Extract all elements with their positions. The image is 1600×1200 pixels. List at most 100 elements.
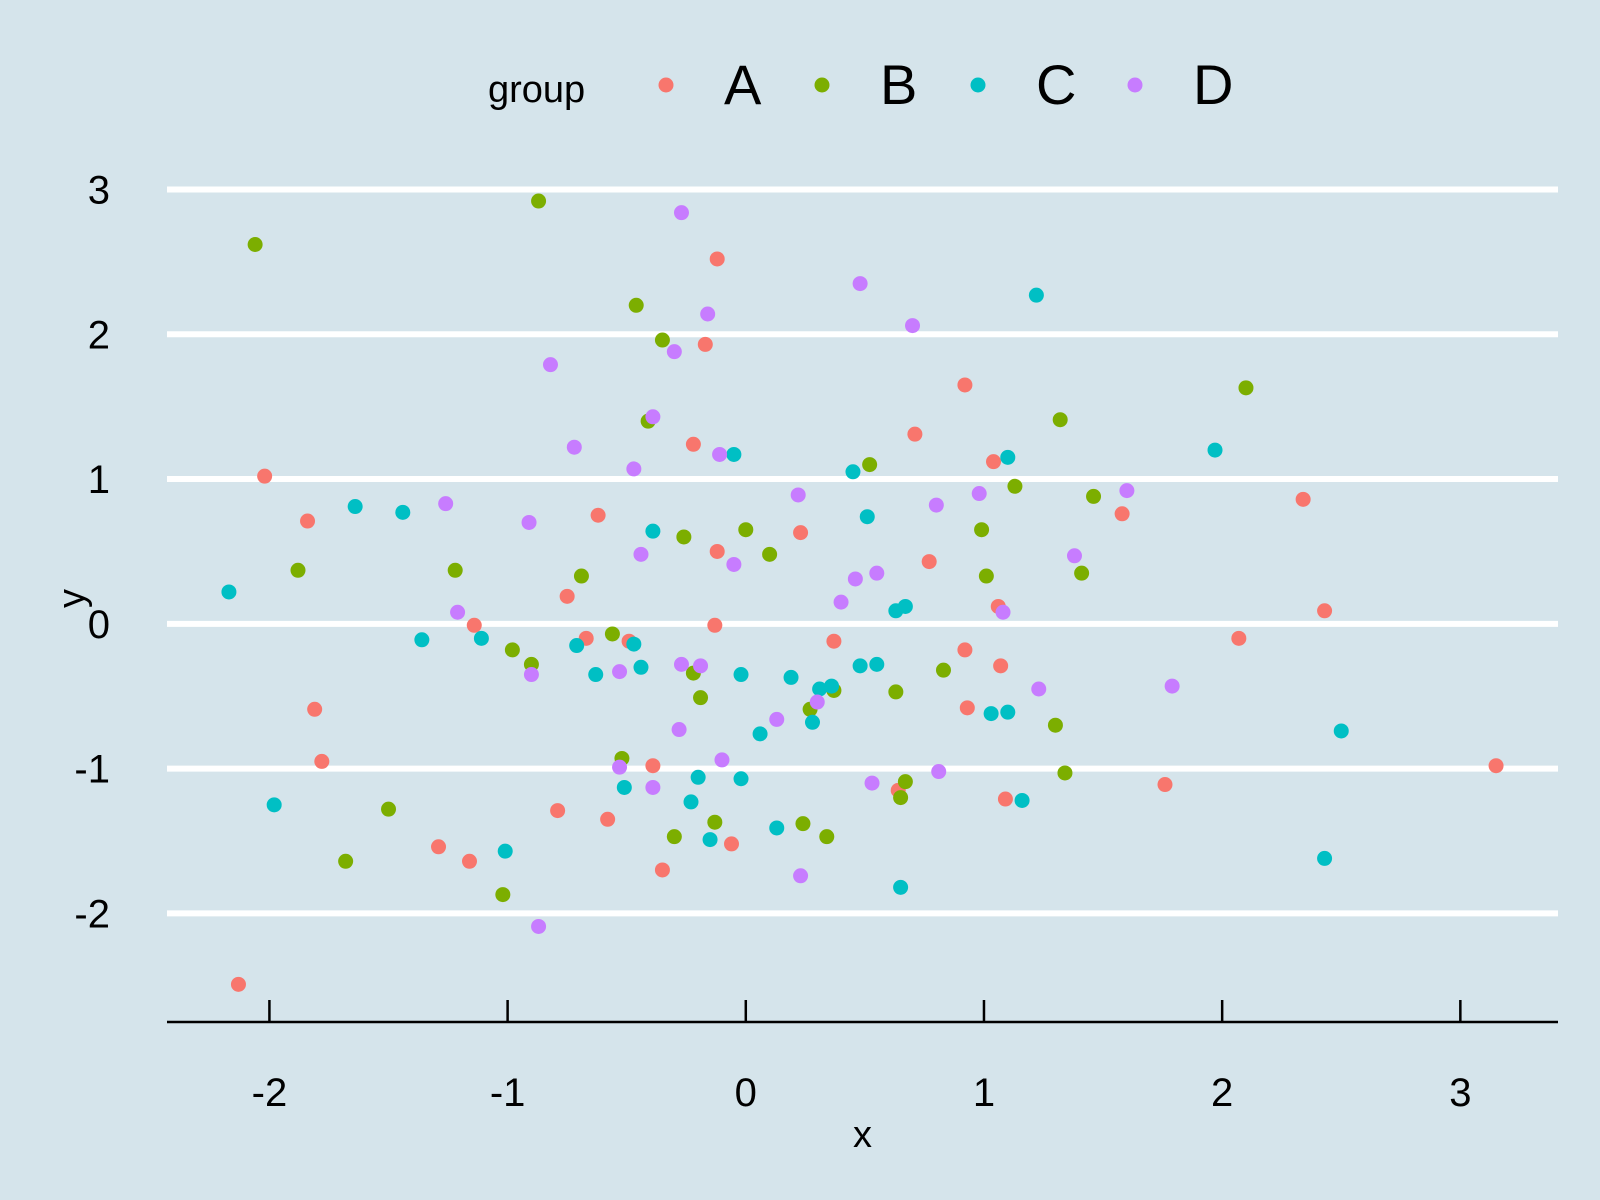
point-A-4 bbox=[314, 753, 330, 769]
point-D-0 bbox=[438, 496, 454, 512]
point-D-21 bbox=[726, 556, 742, 572]
point-C-30 bbox=[893, 879, 909, 895]
point-B-12 bbox=[628, 297, 644, 313]
point-C-26 bbox=[852, 658, 868, 674]
point-A-19 bbox=[709, 543, 725, 559]
point-D-35 bbox=[995, 604, 1011, 620]
x-tick-label: 0 bbox=[735, 1071, 757, 1115]
point-D-32 bbox=[928, 497, 944, 513]
point-C-25 bbox=[845, 464, 861, 480]
point-B-10 bbox=[604, 626, 620, 642]
point-C-7 bbox=[569, 638, 585, 654]
point-D-37 bbox=[1066, 548, 1082, 564]
point-B-9 bbox=[573, 568, 589, 584]
y-tick-label: -2 bbox=[74, 892, 110, 936]
point-B-19 bbox=[707, 814, 723, 830]
point-C-4 bbox=[414, 632, 430, 648]
point-C-12 bbox=[645, 523, 661, 539]
point-A-34 bbox=[1114, 506, 1130, 522]
point-C-28 bbox=[869, 656, 885, 672]
point-A-2 bbox=[300, 513, 316, 529]
point-C-38 bbox=[1317, 850, 1333, 866]
point-B-3 bbox=[381, 801, 397, 817]
point-B-26 bbox=[862, 457, 878, 473]
point-C-13 bbox=[683, 794, 699, 810]
point-A-5 bbox=[431, 839, 447, 855]
point-D-26 bbox=[833, 594, 849, 610]
x-tick-label: -2 bbox=[252, 1071, 288, 1115]
point-D-38 bbox=[1119, 483, 1135, 499]
point-D-19 bbox=[712, 446, 728, 462]
point-B-39 bbox=[1238, 380, 1254, 396]
point-A-18 bbox=[707, 617, 723, 633]
point-A-16 bbox=[685, 436, 701, 452]
legend: group A B C D bbox=[488, 53, 1233, 116]
point-D-5 bbox=[542, 357, 558, 373]
point-A-22 bbox=[793, 525, 809, 541]
point-C-20 bbox=[769, 820, 785, 836]
point-B-29 bbox=[897, 774, 913, 790]
point-D-2 bbox=[521, 514, 537, 530]
point-C-21 bbox=[783, 669, 799, 685]
point-B-34 bbox=[1047, 717, 1063, 733]
point-C-8 bbox=[588, 667, 604, 683]
point-A-35 bbox=[1157, 777, 1173, 793]
point-C-14 bbox=[690, 769, 706, 785]
point-D-30 bbox=[869, 565, 885, 581]
point-A-26 bbox=[921, 554, 937, 570]
point-A-17 bbox=[697, 336, 713, 352]
point-D-6 bbox=[566, 439, 582, 455]
point-B-35 bbox=[1052, 412, 1068, 428]
data-points bbox=[221, 193, 1504, 992]
point-C-37 bbox=[1207, 442, 1223, 458]
point-B-15 bbox=[666, 829, 682, 845]
point-A-8 bbox=[550, 803, 566, 819]
y-tick-label: 2 bbox=[88, 313, 110, 357]
point-C-34 bbox=[1000, 449, 1016, 465]
point-A-25 bbox=[907, 426, 923, 442]
point-C-27 bbox=[859, 509, 875, 525]
point-B-5 bbox=[495, 887, 511, 903]
point-A-15 bbox=[654, 862, 670, 878]
point-B-38 bbox=[1086, 488, 1102, 504]
point-D-23 bbox=[790, 487, 806, 503]
point-D-1 bbox=[450, 604, 466, 620]
point-A-11 bbox=[590, 507, 606, 523]
point-A-12 bbox=[600, 811, 616, 827]
point-D-25 bbox=[809, 694, 825, 710]
point-A-0 bbox=[230, 976, 246, 992]
point-B-31 bbox=[974, 522, 990, 538]
x-tick-label: 1 bbox=[973, 1071, 995, 1115]
point-C-35 bbox=[1014, 792, 1030, 808]
point-B-28 bbox=[893, 790, 909, 806]
point-C-5 bbox=[473, 630, 489, 646]
point-D-20 bbox=[714, 752, 730, 768]
legend-key-C bbox=[970, 77, 986, 93]
point-A-39 bbox=[1488, 758, 1504, 774]
point-B-4 bbox=[447, 562, 463, 578]
point-B-2 bbox=[338, 853, 354, 869]
point-B-37 bbox=[1074, 565, 1090, 581]
point-C-33 bbox=[1000, 704, 1016, 720]
point-A-38 bbox=[1317, 603, 1333, 619]
point-D-22 bbox=[769, 711, 785, 727]
point-D-17 bbox=[693, 658, 709, 674]
point-B-32 bbox=[978, 568, 994, 584]
point-A-32 bbox=[993, 658, 1009, 674]
y-tick-label: 0 bbox=[88, 603, 110, 647]
point-C-6 bbox=[497, 843, 513, 859]
point-D-14 bbox=[671, 722, 687, 738]
point-B-27 bbox=[888, 684, 904, 700]
legend-key-A bbox=[658, 77, 674, 93]
y-axis-title: y bbox=[51, 589, 93, 608]
y-tick-label: 1 bbox=[88, 458, 110, 502]
point-A-7 bbox=[466, 617, 482, 633]
point-A-20 bbox=[709, 251, 725, 267]
point-A-36 bbox=[1231, 630, 1247, 646]
point-D-10 bbox=[633, 546, 649, 562]
point-D-13 bbox=[666, 344, 682, 360]
point-D-31 bbox=[905, 318, 921, 334]
point-A-30 bbox=[986, 454, 1002, 470]
